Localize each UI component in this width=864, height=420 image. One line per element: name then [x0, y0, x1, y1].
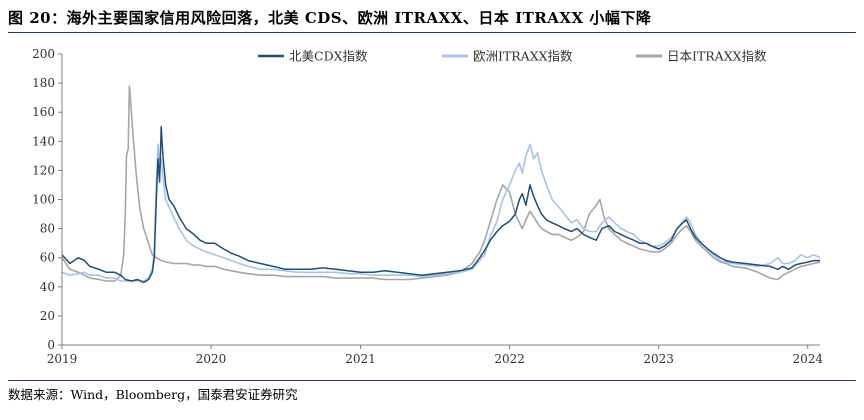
y-tick-label: 40: [40, 280, 55, 294]
legend: 北美CDX指数 欧洲ITRAXX指数 日本ITRAXX指数: [258, 49, 767, 64]
legend-item-3: 日本ITRAXX指数: [636, 49, 767, 64]
y-tick-label: 20: [40, 309, 55, 323]
line-chart: 0 20 40 60 80 100 120 140 160 180 200 2019 2020 2021…: [32, 47, 823, 366]
legend-label: 日本ITRAXX指数: [667, 49, 767, 64]
x-tick-label: 2019: [47, 352, 78, 366]
legend-item-1: 北美CDX指数: [258, 49, 368, 64]
x-tick-label: 2020: [196, 352, 227, 366]
figure-title: 图 20：海外主要国家信用风险回落，北美 CDS、欧洲 ITRAXX、日本 IT…: [8, 9, 652, 27]
legend-item-2: 欧洲ITRAXX指数: [442, 49, 573, 64]
y-tick-label: 0: [47, 338, 55, 352]
x-tick-label: 2023: [643, 352, 674, 366]
y-tick-label: 120: [32, 163, 55, 177]
x-tick-label: 2021: [345, 352, 376, 366]
source-note: 数据来源：Wind，Bloomberg，国泰君安证券研究: [8, 387, 298, 402]
legend-label: 欧洲ITRAXX指数: [473, 49, 573, 64]
y-tick-label: 180: [32, 76, 55, 90]
x-tick-label: 2024: [792, 352, 823, 366]
y-tick-label: 80: [40, 222, 55, 236]
x-axis: 2019 2020 2021 2022 2023 2024: [47, 344, 823, 366]
title-divider: [8, 32, 856, 33]
y-tick-label: 60: [40, 251, 55, 265]
series-line-1: [61, 126, 820, 284]
series-line-2: [61, 143, 821, 282]
legend-label: 北美CDX指数: [289, 49, 368, 64]
series-line-3: [61, 85, 821, 282]
source-divider: [8, 380, 856, 381]
y-tick-label: 100: [32, 193, 55, 207]
y-axis: 0 20 40 60 80 100 120 140 160 180 200: [32, 47, 63, 352]
y-tick-label: 160: [32, 105, 55, 119]
plot-area: [61, 85, 821, 284]
y-tick-label: 140: [32, 134, 55, 148]
x-tick-label: 2022: [494, 352, 525, 366]
y-tick-label: 200: [32, 47, 55, 61]
